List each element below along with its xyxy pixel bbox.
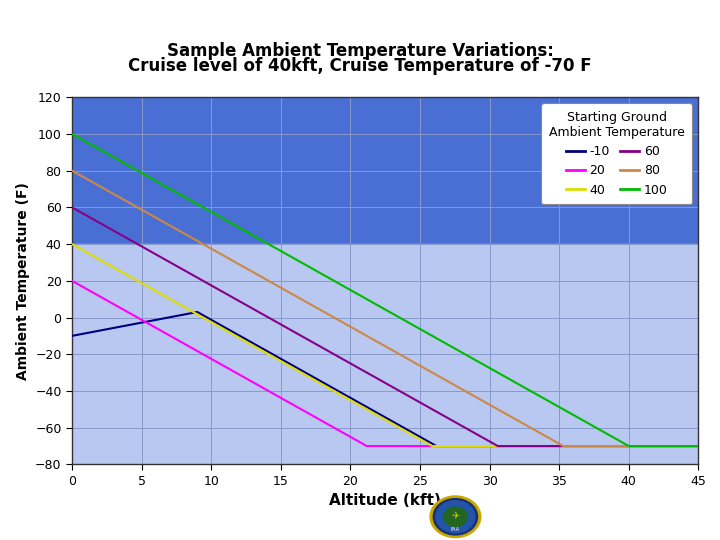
X-axis label: Altitude (kft): Altitude (kft) (329, 494, 441, 508)
Circle shape (433, 498, 477, 535)
Legend: -10, 20, 40, 60, 80, 100: -10, 20, 40, 60, 80, 100 (541, 104, 692, 204)
Text: The Fuel Tank Flammability Assessment Method – Flammability Analysis: The Fuel Tank Flammability Assessment Me… (14, 512, 390, 522)
Text: Sample Ambient Temperature Variations:: Sample Ambient Temperature Variations: (166, 42, 554, 60)
Text: ✈: ✈ (451, 511, 459, 521)
Text: FAA: FAA (451, 526, 460, 532)
Text: Cruise level of 40kft, Cruise Temperature of -70 F: Cruise level of 40kft, Cruise Temperatur… (128, 57, 592, 75)
Y-axis label: Ambient Temperature (F): Ambient Temperature (F) (16, 182, 30, 380)
Text: Federal Aviation
Administration: Federal Aviation Administration (493, 502, 601, 530)
Circle shape (430, 496, 481, 538)
Bar (72, 97, 698, 244)
Circle shape (444, 507, 467, 526)
Circle shape (436, 501, 475, 533)
Bar (72, 244, 698, 464)
